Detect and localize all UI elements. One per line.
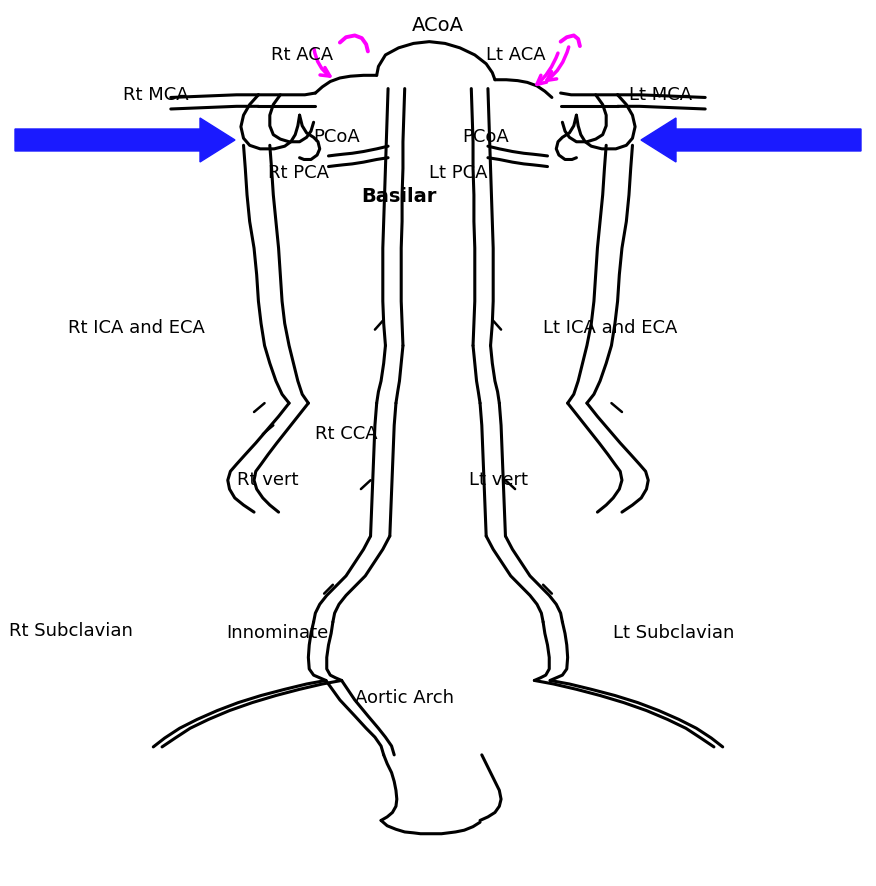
Text: PCoA: PCoA (463, 128, 509, 146)
Text: Lt MCA: Lt MCA (629, 86, 692, 104)
Text: Lt ACA: Lt ACA (486, 46, 546, 64)
Text: Rt PCA: Rt PCA (267, 164, 328, 182)
Text: Basilar: Basilar (361, 187, 436, 206)
Text: Rt ACA: Rt ACA (271, 46, 333, 64)
Text: Lt ICA and ECA: Lt ICA and ECA (543, 319, 677, 337)
FancyArrow shape (15, 118, 235, 162)
Text: Rt vert: Rt vert (237, 471, 298, 489)
Text: Rt MCA: Rt MCA (123, 86, 188, 104)
Text: PCoA: PCoA (314, 128, 360, 146)
Text: Lt PCA: Lt PCA (429, 164, 488, 182)
Text: Rt Subclavian: Rt Subclavian (9, 622, 132, 640)
Text: Lt Subclavian: Lt Subclavian (613, 625, 735, 642)
Text: Aortic Arch: Aortic Arch (355, 689, 455, 707)
Text: Rt ICA and ECA: Rt ICA and ECA (68, 319, 205, 337)
Text: Rt CCA: Rt CCA (315, 425, 378, 443)
Text: Innominate: Innominate (226, 625, 328, 642)
Text: Lt vert: Lt vert (469, 471, 527, 489)
FancyArrow shape (641, 118, 861, 162)
Text: ACoA: ACoA (412, 17, 464, 35)
